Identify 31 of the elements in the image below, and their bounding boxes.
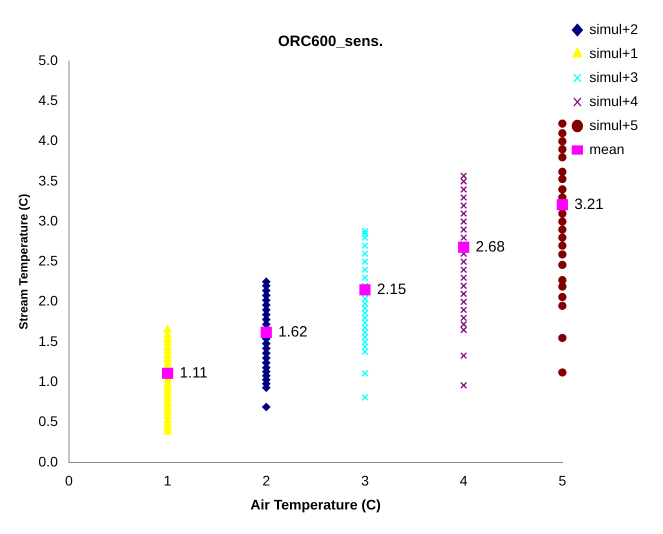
- legend-label: simul+4: [589, 92, 638, 109]
- legend-label: simul+1: [589, 44, 638, 61]
- y-tick-label: 0.5: [38, 413, 58, 430]
- x-tick-label: 0: [64, 472, 73, 489]
- data-label: 1.11: [180, 364, 208, 382]
- y-axis-title: Stream Temperature (C): [16, 194, 31, 330]
- legend-label: mean: [589, 140, 624, 157]
- y-tick-label: 1.5: [38, 332, 58, 349]
- y-tick-label: 3.5: [38, 172, 58, 188]
- legend-label: simul+3: [589, 68, 638, 85]
- y-tick-label: 1.0: [38, 372, 58, 389]
- chart-title: ORC600_sens.: [278, 33, 384, 50]
- y-tick-label: 5.0: [38, 52, 58, 68]
- y-tick-label: 4.0: [38, 132, 58, 148]
- x-tick-label: 1: [164, 472, 172, 489]
- y-tick-label: 4.5: [38, 92, 58, 108]
- data-label: 2.15: [376, 280, 406, 298]
- y-tick-label: 3.0: [38, 212, 58, 228]
- y-tick-label: 2.0: [38, 292, 58, 309]
- data-label: 1.62: [278, 323, 308, 340]
- data-label: 3.21: [574, 196, 604, 213]
- x-axis-title: Air Temperature (C): [250, 496, 381, 512]
- legend-label: simul+2: [589, 20, 638, 37]
- x-tick-label: 4: [460, 472, 468, 489]
- y-tick-label: 0.0: [38, 453, 58, 470]
- x-tick-label: 3: [361, 472, 370, 489]
- legend-label: simul+5: [589, 116, 638, 133]
- data-label: 2.68: [476, 238, 505, 256]
- y-tick-label: 2.5: [38, 252, 58, 269]
- x-tick-label: 5: [558, 472, 566, 489]
- x-tick-label: 2: [262, 472, 270, 489]
